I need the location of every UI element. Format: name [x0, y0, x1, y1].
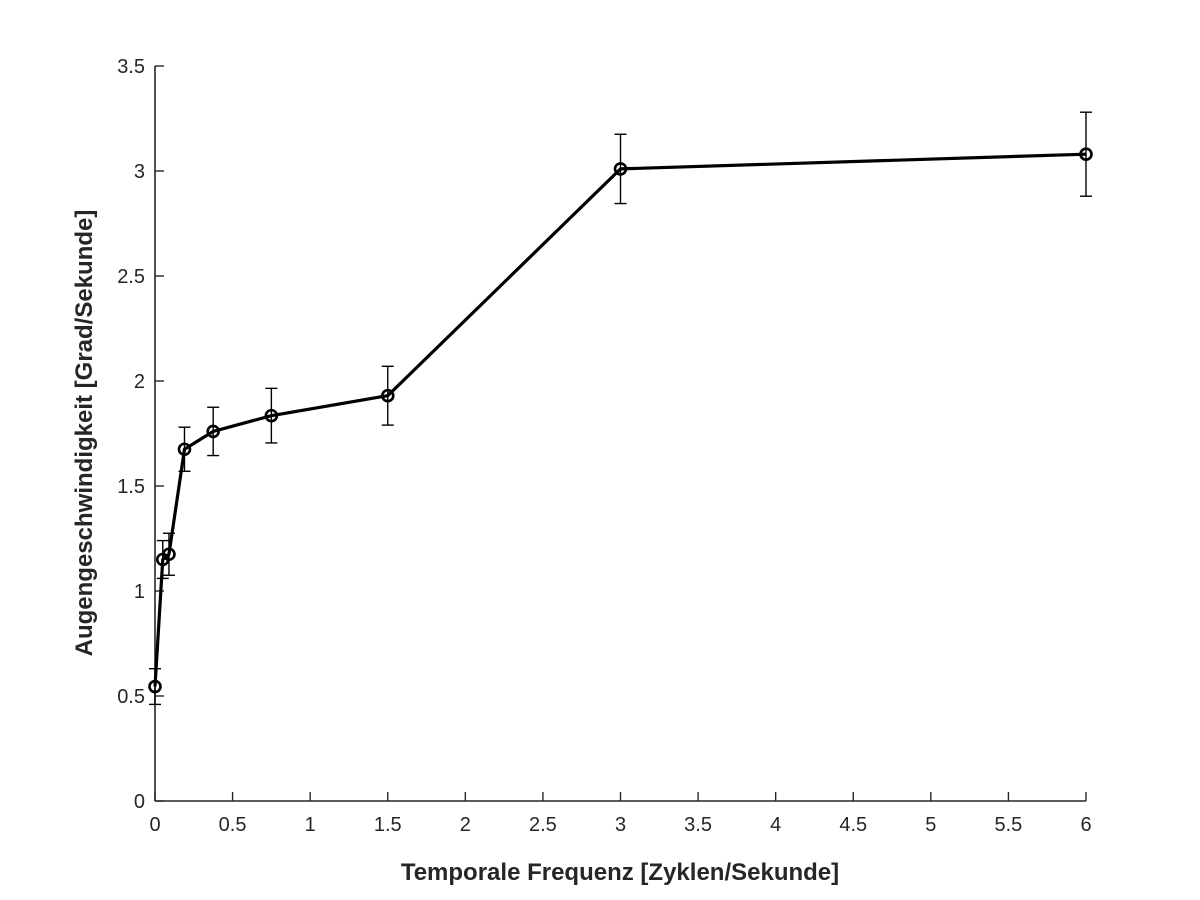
x-tick-label: 2 — [460, 814, 471, 836]
series-line — [153, 152, 1087, 687]
y-tick-label: 3 — [134, 161, 145, 183]
data-point — [148, 679, 162, 694]
y-tick-label: 1.5 — [117, 476, 145, 498]
x-tick-label: 6 — [1080, 814, 1091, 836]
x-tick-label: 5 — [925, 814, 936, 836]
y-tick-label: 2 — [134, 371, 145, 393]
x-tick-label: 1 — [305, 814, 316, 836]
x-tick-label: 3.5 — [684, 814, 712, 836]
x-axis-title: Temporale Frequenz [Zyklen/Sekunde] — [401, 859, 839, 886]
y-axis-title: Augengeschwindigkeit [Grad/Sekunde] — [71, 210, 98, 657]
data-markers — [148, 147, 1093, 694]
data-point — [613, 162, 628, 176]
data-point — [264, 408, 279, 423]
x-tick-label: 1.5 — [374, 814, 402, 836]
error-bars — [149, 111, 1092, 706]
x-ticks: 0 0.5 1 1.5 2 2.5 3 3.5 4 4.5 5 5.5 6 — [149, 792, 1092, 836]
x-tick-label: 3 — [615, 814, 626, 836]
x-tick-label: 4 — [770, 814, 781, 836]
y-tick-label: 0 — [134, 791, 145, 813]
x-tick-label: 2.5 — [529, 814, 557, 836]
data-point — [177, 442, 192, 457]
data-point — [380, 388, 395, 403]
y-tick-label: 0.5 — [117, 686, 145, 708]
x-tick-label: 4.5 — [839, 814, 867, 836]
x-tick-label: 0.5 — [219, 814, 247, 836]
y-tick-label: 2.5 — [117, 266, 145, 288]
x-tick-label: 0 — [149, 814, 160, 836]
series-line-layer — [153, 152, 1087, 687]
data-point — [206, 424, 220, 439]
y-tick-label: 3.5 — [117, 56, 145, 78]
x-tick-label: 5.5 — [995, 814, 1023, 836]
y-ticks: 0 0.5 1 1.5 2 2.5 3 3.5 — [117, 56, 164, 813]
data-point — [162, 547, 176, 562]
y-tick-label: 1 — [134, 581, 145, 603]
data-point — [1079, 147, 1093, 161]
